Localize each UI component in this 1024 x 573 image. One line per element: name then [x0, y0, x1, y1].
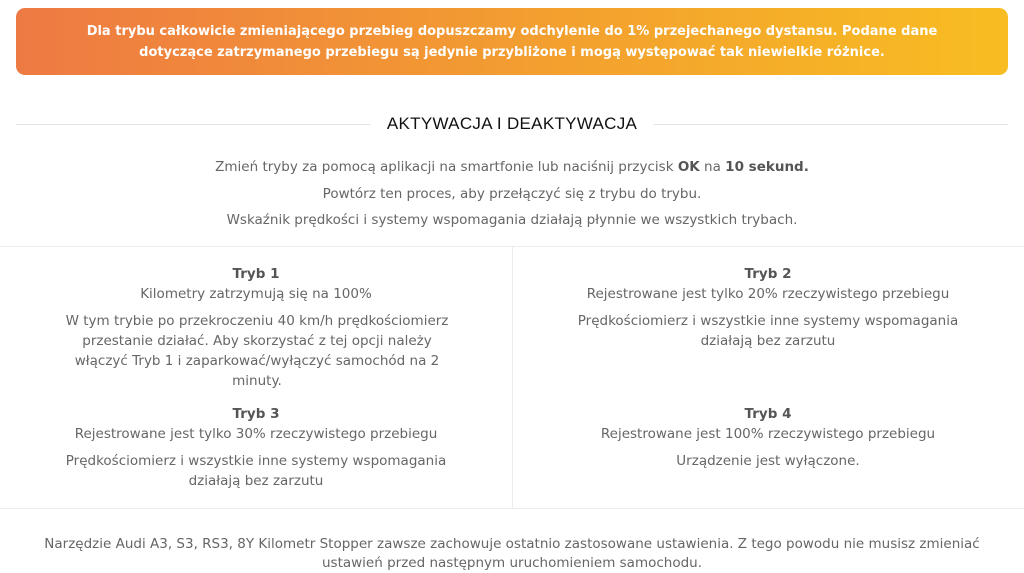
mode-title: Tryb 2 — [744, 266, 792, 282]
divider — [512, 247, 513, 508]
mode-description: W tym trybie po przekroczeniu 40 km/h pr… — [65, 313, 449, 389]
time-label: 10 sekund. — [725, 159, 809, 175]
section-heading: AKTYWACJA I DEAKTYWACJA — [16, 114, 1009, 134]
mode-description: Prędkościomierz i wszystkie inne systemy… — [65, 453, 447, 489]
mode-description: Urządzenie jest wyłączone. — [676, 453, 860, 469]
mode-title: Tryb 3 — [232, 406, 280, 422]
mode-subtitle: Rejestrowane jest tylko 20% rzeczywisteg… — [586, 286, 950, 302]
mode-description: Prędkościomierz i wszystkie inne systemy… — [577, 313, 959, 349]
modes-grid: Tryb 1 Kilometry zatrzymują się na 100% … — [0, 246, 1024, 509]
mode-title: Tryb 1 — [232, 266, 280, 282]
text: Zmień tryby za pomocą aplikacji na smart… — [215, 159, 678, 175]
section-title: AKTYWACJA I DEAKTYWACJA — [386, 114, 638, 133]
mode-subtitle: Rejestrowane jest tylko 30% rzeczywisteg… — [74, 426, 438, 442]
text: na — [699, 159, 726, 175]
mode-card-4: Tryb 4 Rejestrowane jest 100% rzeczywist… — [512, 404, 1024, 471]
mode-card-2: Tryb 2 Rejestrowane jest tylko 20% rzecz… — [512, 264, 1024, 351]
mode-subtitle: Rejestrowane jest 100% rzeczywistego prz… — [600, 426, 936, 442]
intro-line-3: Wskaźnik prędkości i systemy wspomagania… — [226, 212, 798, 228]
intro-line-1: Zmień tryby za pomocą aplikacji na smart… — [0, 154, 1024, 181]
disclaimer-text: Dla trybu całkowicie zmieniającego przeb… — [86, 24, 938, 60]
divider — [654, 123, 1009, 125]
mode-card-1: Tryb 1 Kilometry zatrzymują się na 100% … — [0, 264, 512, 391]
divider — [16, 123, 370, 125]
ok-label: OK — [677, 159, 700, 175]
footer-note: Narzędzie Audi A3, S3, RS3, 8Y Kilometr … — [0, 535, 1024, 573]
footer-text: Narzędzie Audi A3, S3, RS3, 8Y Kilometr … — [44, 536, 980, 571]
mode-card-3: Tryb 3 Rejestrowane jest tylko 30% rzecz… — [0, 404, 512, 491]
mode-title: Tryb 4 — [744, 406, 792, 422]
intro-line-2: Powtórz ten proces, aby przełączyć się z… — [322, 185, 702, 202]
intro-text: Zmień tryby za pomocą aplikacji na smart… — [0, 154, 1024, 234]
mode-subtitle: Kilometry zatrzymują się na 100% — [140, 286, 372, 302]
disclaimer-banner: Dla trybu całkowicie zmieniającego przeb… — [16, 8, 1008, 75]
